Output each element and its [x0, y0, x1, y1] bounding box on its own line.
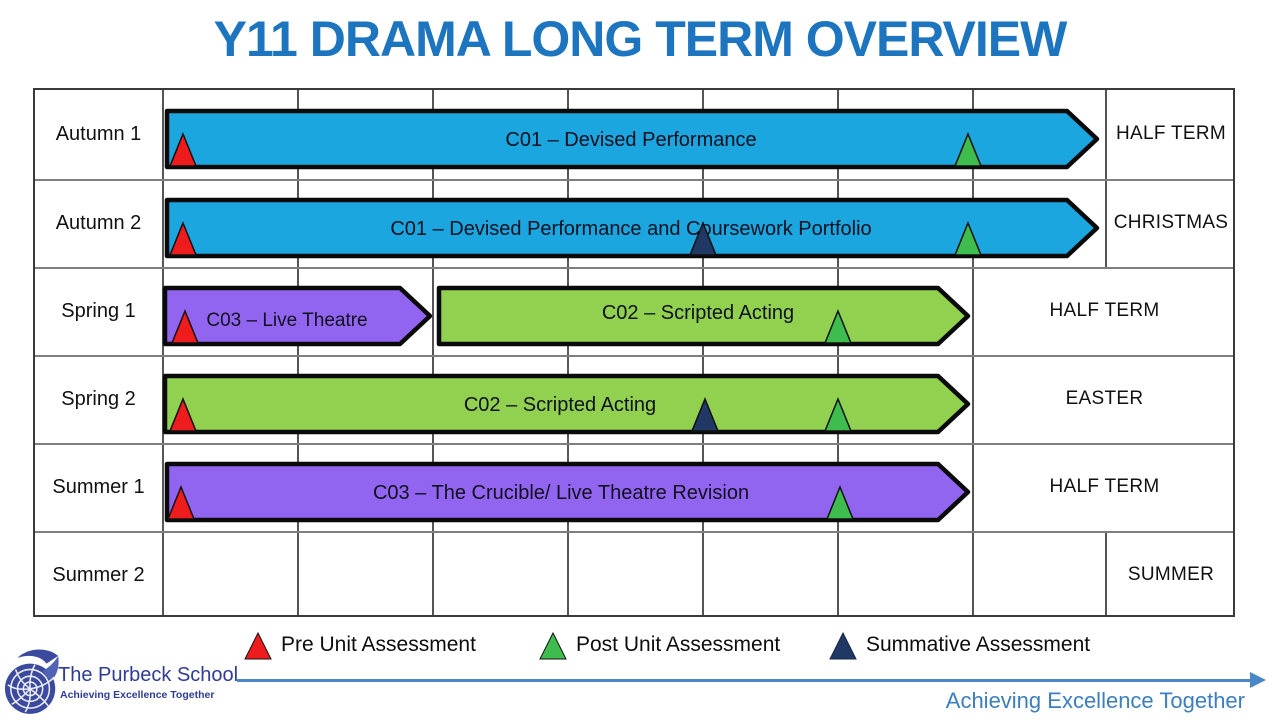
pre-unit-assessment-icon — [168, 132, 198, 167]
unit-bar-c02-scripted-acting: C02 – Scripted Acting — [162, 373, 971, 435]
terminal-label-easter: EASTER — [1065, 388, 1144, 409]
grid-vline — [972, 90, 974, 615]
grid-vline — [162, 90, 164, 615]
post-unit-assessment-icon — [825, 485, 855, 520]
pre-unit-assessment-icon — [168, 397, 198, 432]
grid-vline — [702, 90, 704, 615]
row-label-spring-2: Spring 2 — [61, 388, 136, 410]
row-label-autumn-2: Autumn 2 — [55, 212, 142, 234]
page-title: Y11 DRAMA LONG TERM OVERVIEW — [213, 11, 1068, 67]
terminal-label-christmas: CHRISTMAS — [1113, 212, 1229, 233]
unit-bar-label: C01 – Devised Performance — [505, 129, 756, 151]
unit-bar-label: C02 – Scripted Acting — [464, 394, 656, 416]
grid-vline — [1105, 531, 1107, 615]
grid-vline — [837, 90, 839, 615]
grid-hline — [35, 179, 1233, 181]
legend: Pre Unit Assessment Post Unit Assessment… — [0, 626, 1280, 666]
green-triangle-icon — [539, 631, 567, 660]
legend-label-pre-unit: Pre Unit Assessment — [281, 633, 476, 656]
unit-bar-c01-devised-and-portfolio: C01 – Devised Performance and Coursework… — [164, 197, 1100, 259]
pre-unit-assessment-icon — [170, 309, 200, 344]
post-unit-assessment-icon — [823, 397, 853, 432]
unit-bar-c03-live-theatre: C03 – Live Theatre — [162, 285, 433, 347]
pre-unit-assessment-icon — [168, 221, 198, 256]
terminal-label-half-term-2: HALF TERM — [1049, 300, 1160, 321]
unit-bar-label: C03 – The Crucible/ Live Theatre Revisio… — [373, 482, 749, 504]
footer-arrow-icon — [1250, 672, 1266, 688]
grid-hline — [35, 267, 1233, 269]
terminal-label-half-term-1: HALF TERM — [1115, 123, 1227, 144]
unit-bar-label: C03 – Live Theatre — [206, 310, 367, 331]
terminal-label-half-term-3: HALF TERM — [1049, 476, 1160, 497]
navy-triangle-icon — [829, 631, 857, 660]
grid-hline — [35, 355, 1233, 357]
grid-hline — [35, 531, 1233, 533]
unit-bar-label: C01 – Devised Performance and Coursework… — [390, 218, 871, 240]
timetable-grid: Autumn 1 Autumn 2 Spring 1 Spring 2 Summ… — [33, 88, 1235, 617]
unit-bar-label: C02 – Scripted Acting — [602, 302, 794, 324]
summative-assessment-icon — [688, 221, 718, 256]
row-label-autumn-1: Autumn 1 — [55, 123, 142, 145]
grid-vline — [1105, 90, 1107, 267]
post-unit-assessment-icon — [953, 221, 983, 256]
grid-vline — [432, 90, 434, 615]
post-unit-assessment-icon — [953, 132, 983, 167]
unit-bar-c03-crucible-revision: C03 – The Crucible/ Live Theatre Revisio… — [164, 461, 971, 523]
summative-assessment-icon — [690, 397, 720, 432]
post-unit-assessment-icon — [823, 309, 853, 344]
grid-vline — [567, 90, 569, 615]
grid-hline — [35, 443, 1233, 445]
row-label-summer-1: Summer 1 — [52, 476, 145, 498]
legend-label-summative: Summative Assessment — [866, 633, 1091, 656]
row-label-summer-2: Summer 2 — [52, 564, 145, 586]
terminal-label-summer: SUMMER — [1127, 564, 1215, 585]
legend-label-post-unit: Post Unit Assessment — [576, 633, 781, 656]
footer-slogan: Achieving Excellence Together — [945, 688, 1245, 713]
school-name: The Purbeck School — [58, 664, 239, 686]
red-triangle-icon — [244, 631, 272, 660]
footer-divider-line — [237, 679, 1251, 682]
school-tagline: Achieving Excellence Together — [60, 689, 215, 701]
purbeck-school-logo-icon — [4, 649, 59, 714]
grid-vline — [297, 90, 299, 615]
unit-bar-c01-devised-performance: C01 – Devised Performance — [164, 108, 1100, 170]
pre-unit-assessment-icon — [166, 485, 196, 520]
row-label-spring-1: Spring 1 — [61, 300, 136, 322]
unit-bar-c02-scripted-acting: C02 – Scripted Acting — [436, 285, 971, 347]
